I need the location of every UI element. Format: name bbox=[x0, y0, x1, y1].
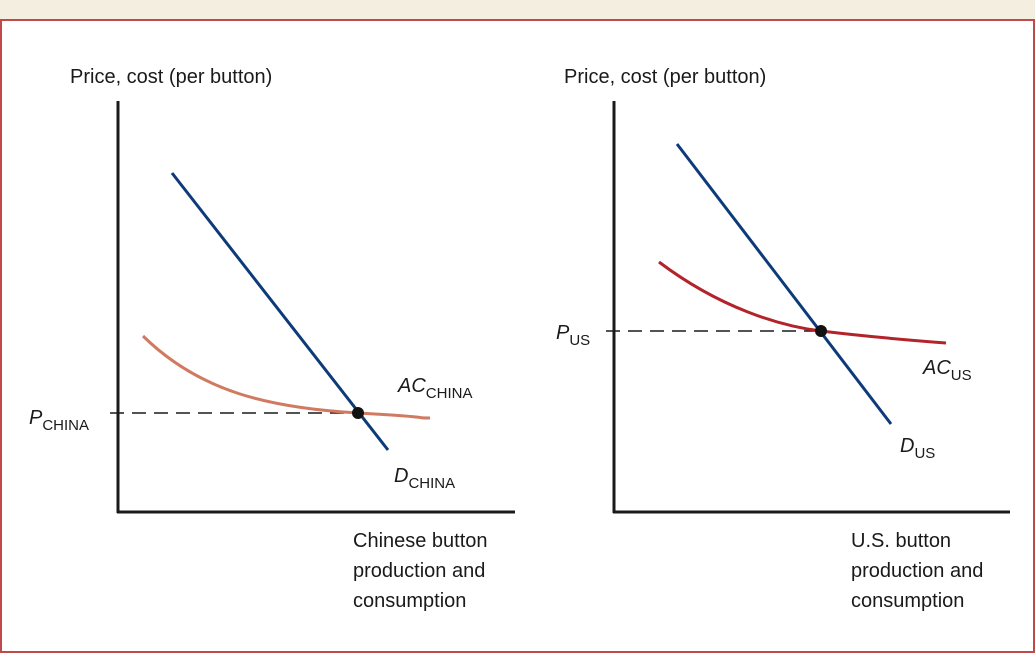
us-ac-label: ACUS bbox=[922, 357, 972, 384]
us-demand-label: DUS bbox=[900, 435, 935, 462]
china-panel: Price, cost (per button) PCHINA ACCHINA … bbox=[29, 66, 515, 612]
china-x-caption: Chinese button production and consumptio… bbox=[353, 530, 493, 612]
top-band bbox=[0, 0, 1035, 20]
figure-border bbox=[0, 19, 1035, 653]
us-equilibrium-point bbox=[815, 325, 827, 337]
us-panel: Price, cost (per button) PUS ACUS DUS U.… bbox=[556, 66, 1010, 612]
china-y-axis-title: Price, cost (per button) bbox=[70, 66, 272, 88]
china-demand-line bbox=[170, 172, 390, 451]
us-demand-line bbox=[675, 143, 893, 425]
china-ac-label: ACCHINA bbox=[397, 375, 472, 402]
us-x-caption: U.S. button production and consumption bbox=[851, 530, 989, 612]
china-demand-label: DCHINA bbox=[394, 465, 455, 492]
us-price-label: PUS bbox=[556, 322, 590, 349]
china-price-label: PCHINA bbox=[29, 407, 89, 434]
china-equilibrium-point bbox=[352, 407, 364, 419]
china-ac-curve bbox=[141, 334, 431, 420]
us-y-axis-title: Price, cost (per button) bbox=[564, 66, 766, 88]
